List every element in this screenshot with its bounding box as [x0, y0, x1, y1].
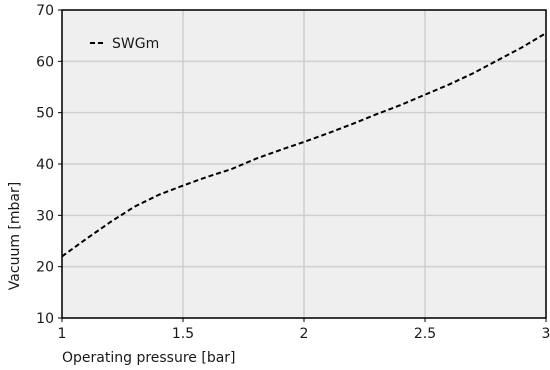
y-tick-label: 60: [36, 54, 54, 70]
legend-label: SWGm: [112, 36, 159, 52]
x-tick-label: 2: [300, 326, 309, 342]
x-tick-label: 1.5: [172, 326, 194, 342]
legend: SWGm: [90, 36, 159, 52]
x-axis-title: Operating pressure [bar]: [62, 350, 236, 366]
x-tick-label: 3: [542, 326, 550, 342]
grid-lines: [61, 9, 547, 319]
y-tick-label: 30: [36, 208, 54, 224]
series-line-swgm: [61, 32, 547, 258]
y-tick-label: 50: [36, 106, 54, 122]
series-lines: [61, 32, 547, 258]
y-tick-label: 10: [36, 311, 54, 327]
y-axis-title: Vacuum [mbar]: [7, 182, 23, 290]
axis-ticks: 1 1.5 2 2.5 3 10 20 30 40 50 60 70: [36, 3, 550, 342]
y-tick-label: 70: [36, 3, 54, 19]
y-tick-label: 40: [36, 157, 54, 173]
y-tick-label: 20: [36, 260, 54, 276]
x-tick-label: 1: [58, 326, 67, 342]
x-tick-label: 2.5: [414, 326, 436, 342]
